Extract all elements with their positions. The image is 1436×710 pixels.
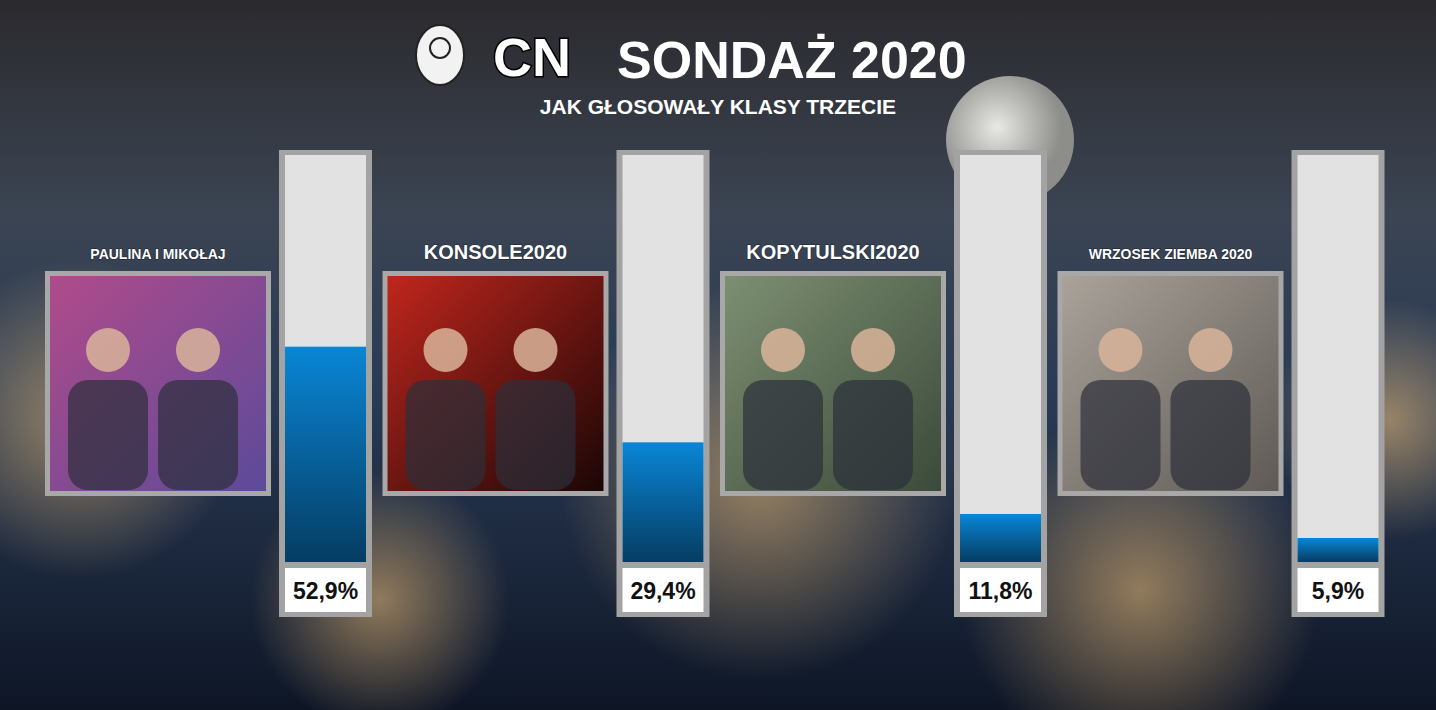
bar (623, 442, 704, 562)
category-label: WRZOSEK ZIEMBA 2020 (1089, 246, 1253, 262)
photo-person (1081, 380, 1161, 490)
data-label-box (623, 568, 704, 612)
candidates: PAULINA I MIKOŁAJ KONSOLE2020 KOPYTULSKI20… (45, 241, 1284, 496)
bar-frame (279, 150, 372, 617)
photo-person (514, 328, 558, 372)
photo-person (176, 328, 220, 372)
bar (1298, 538, 1379, 562)
photo-frame (383, 271, 609, 496)
logo-portrait (416, 25, 464, 85)
data-label-box (1298, 568, 1379, 612)
logo-text: CN (493, 27, 571, 87)
photo-person (1189, 328, 1233, 372)
photo-person (406, 380, 486, 490)
bar-frame (617, 150, 710, 617)
title: SONDAŻ 2020 (617, 31, 967, 89)
category-label: KOPYTULSKI2020 (746, 241, 919, 263)
photo-person (424, 328, 468, 372)
data-label: 29,4% (630, 578, 695, 604)
photo-frame (720, 271, 946, 496)
data-label: 52,9% (293, 578, 358, 604)
data-label: 5,9% (1312, 578, 1364, 604)
logo: CN (416, 25, 571, 87)
photo-person (1099, 328, 1143, 372)
bar-track (960, 155, 1041, 562)
photo-person (496, 380, 576, 490)
bar (285, 347, 366, 562)
photo (388, 276, 604, 491)
bar (960, 514, 1041, 562)
bar-frames (279, 150, 1385, 617)
bar-frame (1292, 150, 1385, 617)
data-label-box (285, 568, 366, 612)
photo-frame (45, 271, 271, 496)
photo-frame (1058, 271, 1284, 496)
category-label: KONSOLE2020 (424, 241, 567, 263)
chart: CN SONDAŻ 2020 JAK GŁOSOWAŁY KLASY TRZECIE… (0, 0, 1436, 710)
bar-track (285, 155, 366, 562)
data-label: 11,8% (969, 578, 1033, 604)
photo-person (68, 380, 148, 490)
logo-face (430, 38, 450, 58)
bar-track (623, 155, 704, 562)
photo (50, 276, 266, 491)
photo-person (851, 328, 895, 372)
photo (725, 276, 941, 491)
photo-person (86, 328, 130, 372)
photo-person (1171, 380, 1251, 490)
photo-person (833, 380, 913, 490)
photo-person (743, 380, 823, 490)
category-label: PAULINA I MIKOŁAJ (90, 246, 225, 262)
subtitle: JAK GŁOSOWAŁY KLASY TRZECIE (540, 95, 896, 118)
bar-track (1298, 155, 1379, 562)
photo-person (761, 328, 805, 372)
photo-person (158, 380, 238, 490)
data-label-box (960, 568, 1041, 612)
data-labels: 52,9% 29,4% 11,8% 5,9% (285, 568, 1379, 612)
photo (1063, 276, 1279, 491)
bar-frame (954, 150, 1047, 617)
